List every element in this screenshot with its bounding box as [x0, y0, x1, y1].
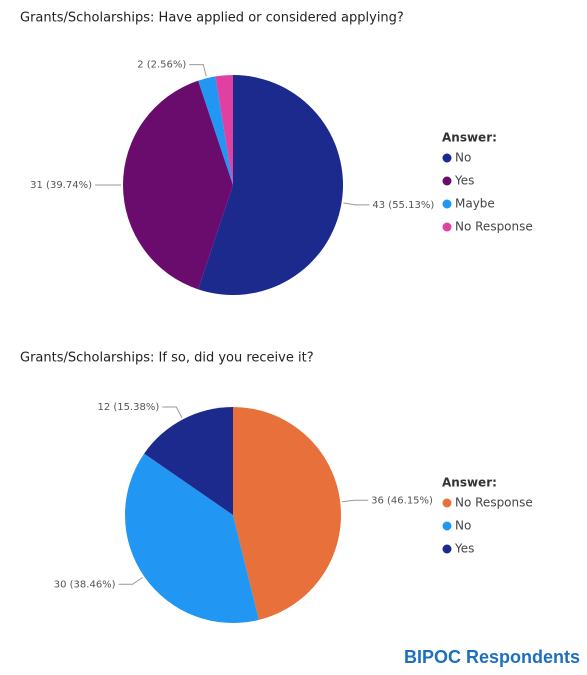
legend-marker — [442, 222, 452, 232]
leader-line — [162, 406, 183, 418]
legend-marker — [442, 498, 452, 508]
legend-label: No — [455, 519, 471, 533]
legend-label: Yes — [454, 174, 474, 188]
data-label: 12 (15.38%) — [97, 402, 159, 413]
footer: BIPOC Respondents — [404, 647, 580, 667]
legend-label: No — [455, 151, 471, 165]
data-label: 36 (46.15%) — [371, 495, 433, 506]
legend-marker — [442, 521, 452, 531]
legend-label: No Response — [455, 220, 533, 234]
legend-marker — [442, 544, 452, 554]
data-label: 2 (2.56%) — [137, 60, 186, 71]
leader-line — [342, 499, 369, 503]
leader-line — [189, 64, 207, 77]
legend-label: Maybe — [455, 197, 495, 211]
pie-slice — [233, 407, 341, 620]
legend-marker — [442, 176, 452, 186]
leader-line — [343, 202, 370, 206]
pie-slice — [122, 80, 233, 290]
pie-slice — [198, 76, 233, 185]
pie-slice — [215, 75, 233, 185]
legend-label: Yes — [454, 542, 474, 556]
pie-slice — [125, 453, 259, 623]
legend-title: Answer: — [442, 131, 497, 145]
pie-slice — [144, 407, 233, 515]
chart-title: Grants/Scholarships: If so, did you rece… — [20, 351, 314, 366]
leader-line — [118, 577, 143, 585]
legend-marker — [442, 153, 452, 163]
legend-label: No Response — [455, 496, 533, 510]
pie-slice — [198, 75, 343, 295]
data-label: 43 (55.13%) — [372, 200, 434, 211]
data-label: 30 (38.46%) — [54, 579, 116, 590]
data-label: 31 (39.74%) — [30, 180, 92, 191]
legend-title: Answer: — [442, 476, 497, 490]
legend-marker — [442, 199, 452, 209]
chart-title: Grants/Scholarships: Have applied or con… — [20, 11, 404, 26]
